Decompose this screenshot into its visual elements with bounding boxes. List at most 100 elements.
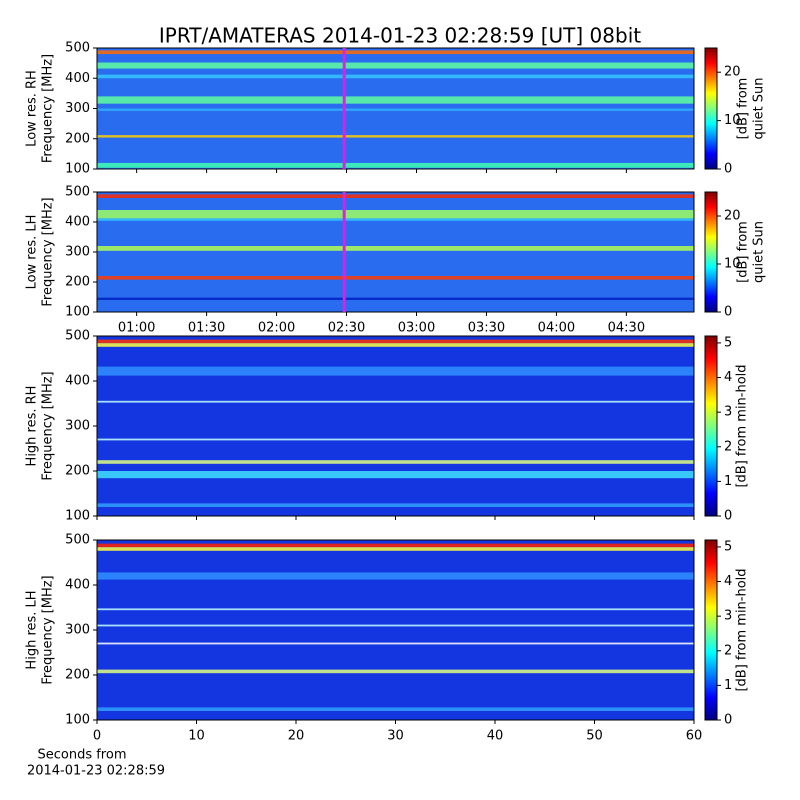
colorbar-tick-label: 3	[724, 609, 732, 624]
y-tick-label: 200	[65, 275, 90, 290]
x-tick-label: 03:30	[468, 321, 505, 336]
spectral-band	[97, 50, 694, 55]
colorbar-tick-label: 0	[724, 305, 732, 320]
colorbar-tick-label: 0	[724, 509, 732, 524]
y-tick-label: 500	[65, 185, 90, 200]
colorbar-tick-label: 10	[724, 257, 741, 272]
x-tick-label: 20	[288, 729, 305, 744]
y-axis-label: Low res. RH	[25, 70, 40, 147]
y-tick-label: 200	[65, 131, 90, 146]
spectral-band	[97, 400, 694, 403]
spectral-band	[97, 339, 694, 344]
y-tick-label: 300	[65, 245, 90, 260]
colorbar	[704, 47, 718, 170]
x-tick-label: 0	[93, 729, 101, 744]
spectral-band	[97, 642, 694, 645]
spectral-band	[97, 343, 694, 347]
spectral-band	[97, 96, 694, 104]
y-tick-label: 400	[65, 215, 90, 230]
x-tick-label: 30	[387, 729, 404, 744]
colorbar-tick-label: 0	[724, 162, 732, 177]
x-tick-label: 04:30	[608, 321, 645, 336]
y-tick-label: 400	[65, 374, 90, 389]
colorbar-tick-label: 1	[724, 678, 732, 693]
x-tick-label: 40	[487, 729, 504, 744]
colorbar-tick-label: 5	[724, 539, 732, 554]
colorbar-label: [dB] from	[736, 221, 751, 283]
y-axis-label: Frequency [MHz]	[41, 371, 56, 480]
panel: 100 200 300 400 500 High res. RH Frequency [MH…	[25, 329, 750, 524]
spectral-band	[97, 276, 694, 280]
x-axis-label: 2014-01-23 02:28:59	[27, 764, 165, 779]
figure-title: IPRT/AMATERAS 2014-01-23 02:28:59 [UT] 0…	[159, 24, 641, 48]
spectral-band	[97, 297, 694, 300]
colorbar-label: quiet Sun	[752, 221, 767, 283]
colorbar-tick-label: 5	[724, 335, 732, 350]
y-tick-label: 300	[65, 419, 90, 434]
spectral-band	[97, 503, 694, 507]
colorbar	[704, 335, 718, 517]
y-tick-label: 200	[65, 464, 90, 479]
y-tick-label: 500	[65, 329, 90, 344]
y-axis-label: Frequency [MHz]	[41, 575, 56, 684]
y-axis-label: High res. RH	[25, 386, 40, 467]
y-tick-label: 100	[65, 162, 90, 177]
x-tick-label: 10	[188, 729, 205, 744]
x-tick-label: 02:30	[328, 321, 365, 336]
colorbar-tick-label: 20	[724, 209, 741, 224]
colorbar-tick-label: 2	[724, 643, 732, 658]
colorbar	[704, 539, 718, 721]
x-tick-label: 60	[686, 729, 703, 744]
y-axis-label: Frequency [MHz]	[41, 54, 56, 163]
spectral-band	[97, 108, 694, 111]
colorbar-tick-label: 1	[724, 474, 732, 489]
y-tick-label: 300	[65, 623, 90, 638]
spectral-band	[97, 74, 694, 79]
x-tick-label: 02:00	[258, 321, 295, 336]
y-tick-label: 300	[65, 101, 90, 116]
x-tick-label: 03:00	[398, 321, 435, 336]
spectral-band	[97, 62, 694, 69]
y-axis-label: Low res. LH	[25, 215, 40, 290]
spectral-band	[97, 218, 694, 221]
colorbar-tick-label: 10	[724, 113, 741, 128]
spectral-band	[97, 366, 694, 376]
spectral-band	[97, 135, 694, 138]
spectral-band	[97, 572, 694, 580]
spectral-band	[97, 547, 694, 551]
colorbar-tick-label: 4	[724, 370, 732, 385]
colorbar-tick-label: 20	[724, 65, 741, 80]
x-tick-label: 01:30	[188, 321, 225, 336]
y-tick-label: 200	[65, 668, 90, 683]
spectral-band	[97, 438, 694, 441]
colorbar-tick-label: 4	[724, 574, 732, 589]
colorbar-label: [dB] from	[736, 78, 751, 140]
y-axis-label: High res. LH	[25, 590, 40, 669]
spectral-band	[97, 460, 694, 464]
x-tick-label: 50	[586, 729, 603, 744]
spectral-band	[97, 543, 694, 548]
x-tick-label: 04:00	[538, 321, 575, 336]
colorbar-label: [dB] from min-hold	[735, 568, 750, 691]
y-tick-label: 100	[65, 509, 90, 524]
y-tick-label: 500	[65, 41, 90, 56]
colorbar-tick-label: 3	[724, 405, 732, 420]
y-axis-label: Frequency [MHz]	[41, 197, 56, 306]
spectral-band	[97, 624, 694, 627]
y-tick-label: 100	[65, 713, 90, 728]
colorbar	[704, 191, 718, 313]
y-tick-label: 500	[65, 533, 90, 548]
y-tick-label: 100	[65, 305, 90, 320]
spectral-band	[97, 669, 694, 674]
spectral-band	[97, 707, 694, 711]
x-tick-label: 01:00	[118, 321, 155, 336]
spectrogram	[97, 540, 694, 720]
colorbar-label: [dB] from min-hold	[735, 364, 750, 487]
spectral-band	[97, 210, 694, 219]
spectral-band	[97, 471, 694, 479]
spectrogram	[97, 336, 694, 516]
